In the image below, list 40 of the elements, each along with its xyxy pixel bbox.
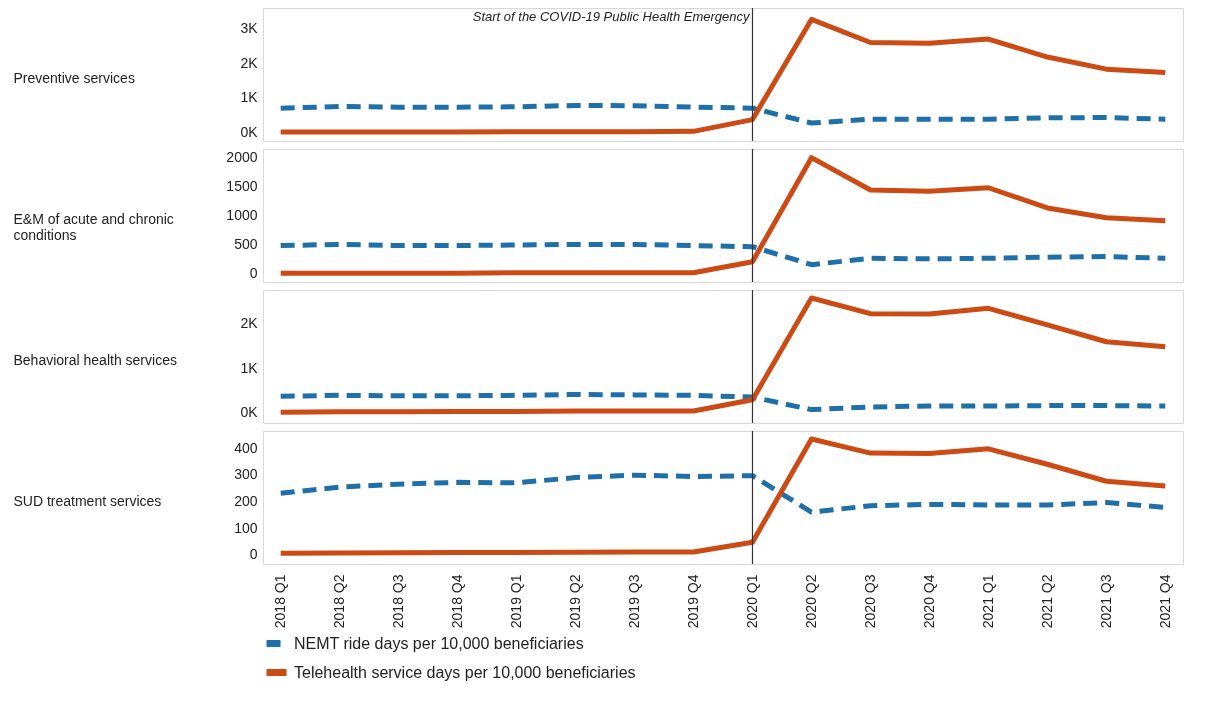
x-tick-label: 2020 Q3 bbox=[861, 574, 878, 629]
x-tick-label: 2018 Q1 bbox=[272, 574, 289, 629]
x-tick-label: 2018 Q3 bbox=[390, 574, 407, 629]
legend-label: Telehealth service days per 10,000 beneficiaries bbox=[294, 663, 636, 681]
y-axis-title: E&M of acute and chronic conditions bbox=[13, 210, 174, 243]
y-tick-label: 300 bbox=[234, 466, 258, 483]
x-tick-label: 2020 Q4 bbox=[920, 574, 937, 629]
x-tick-label: 2021 Q4 bbox=[1156, 574, 1173, 629]
y-tick-label: 400 bbox=[234, 439, 258, 456]
x-tick-label: 2020 Q2 bbox=[802, 574, 819, 629]
y-tick-label: 0K bbox=[240, 123, 259, 140]
y-tick-label: 2K bbox=[240, 314, 259, 331]
y-axis-title: Preventive services bbox=[13, 69, 135, 86]
y-tick-label: 2K bbox=[240, 54, 259, 71]
y-tick-label: 1000 bbox=[226, 207, 258, 223]
y-tick-label: 0K bbox=[240, 404, 259, 421]
x-tick-label: 2020 Q1 bbox=[743, 574, 760, 629]
x-tick-label: 2021 Q1 bbox=[979, 574, 996, 629]
y-tick-label: 100 bbox=[234, 519, 258, 536]
x-tick-label: 2019 Q2 bbox=[567, 574, 584, 629]
x-tick-label: 2018 Q2 bbox=[331, 574, 348, 629]
y-tick-label: 500 bbox=[234, 235, 258, 252]
ref-line-label: Start of the COVID-19 Public Health Emergency bbox=[472, 9, 751, 24]
y-tick-label: 0 bbox=[249, 546, 258, 563]
y-tick-label: 0 bbox=[249, 264, 258, 281]
x-tick-label: 2019 Q1 bbox=[508, 574, 525, 629]
y-axis-title: SUD treatment services bbox=[13, 492, 162, 509]
x-tick-label: 2019 Q4 bbox=[685, 574, 702, 629]
x-tick-label: 2021 Q3 bbox=[1097, 574, 1114, 629]
y-tick-label: 1K bbox=[240, 359, 259, 376]
y-tick-label: 2000 bbox=[226, 149, 258, 166]
legend-label: NEMT ride days per 10,000 beneficiaries bbox=[294, 634, 584, 652]
y-tick-label: 1K bbox=[240, 89, 259, 106]
x-tick-label: 2018 Q4 bbox=[449, 574, 466, 629]
x-tick-label: 2021 Q2 bbox=[1038, 574, 1055, 629]
y-axis-title: Behavioral health services bbox=[13, 351, 177, 368]
x-tick-label: 2019 Q3 bbox=[626, 574, 643, 629]
y-tick-label: 200 bbox=[234, 492, 258, 509]
y-tick-label: 1500 bbox=[226, 178, 258, 195]
y-tick-label: 3K bbox=[240, 20, 259, 37]
